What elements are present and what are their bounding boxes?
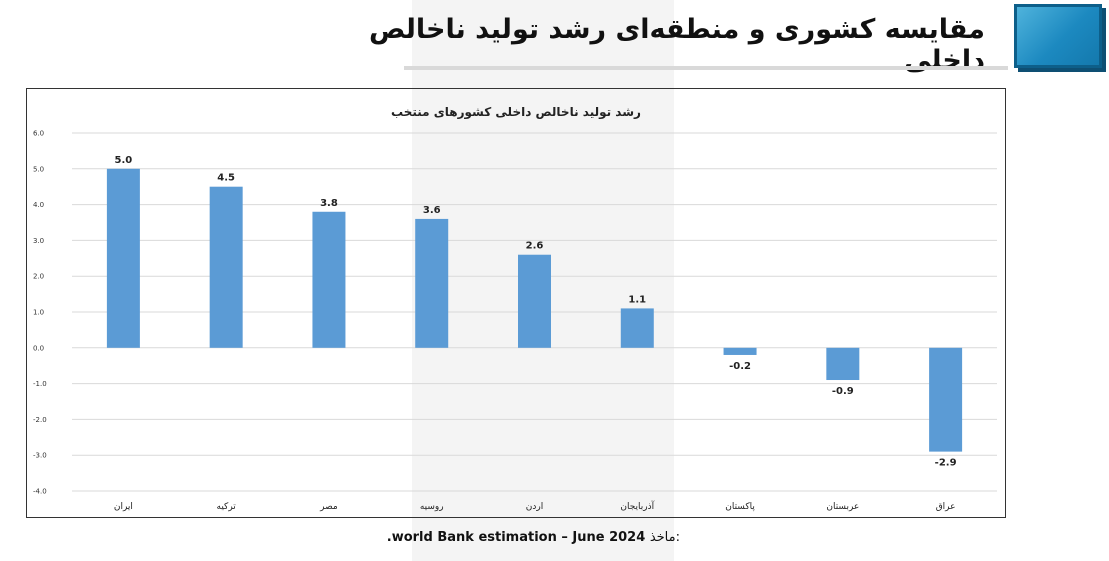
bar-9 — [929, 347, 963, 452]
bar-7 — [723, 347, 757, 355]
data-label: 3.8 — [320, 198, 338, 209]
y-tick-label: 5.0 — [33, 165, 44, 173]
category-label: عربستان — [826, 502, 859, 512]
y-tick-label: 1.0 — [33, 309, 44, 317]
y-tick-label: -1.0 — [33, 380, 47, 388]
category-label: ترکیه — [217, 502, 237, 512]
y-tick-label: -4.0 — [33, 488, 47, 496]
y-tick-label: 3.0 — [33, 237, 44, 245]
data-label: 5.0 — [115, 155, 133, 166]
chart-title: رشد تولید ناخالص داخلی کشورهای منتخب — [391, 105, 641, 120]
data-label: -2.9 — [935, 458, 957, 469]
category-label: عراق — [936, 502, 956, 512]
data-label: 3.6 — [423, 205, 441, 216]
category-label: پاکستان — [725, 502, 755, 512]
category-label: اردن — [526, 502, 543, 512]
bar-4 — [415, 218, 449, 348]
y-tick-label: 2.0 — [33, 273, 44, 281]
y-tick-label: 4.0 — [33, 201, 44, 209]
data-label: 4.5 — [217, 173, 235, 184]
category-label: ایران — [114, 502, 133, 512]
y-tick-label: 0.0 — [33, 344, 44, 352]
source-label: ماخذ: — [649, 530, 680, 545]
bar-8 — [826, 347, 860, 381]
category-label: روسیه — [420, 502, 444, 512]
decorative-accent-box — [1014, 4, 1102, 68]
bar-6 — [620, 308, 654, 348]
gdp-growth-bar-chart: رشد تولید ناخالص داخلی کشورهای منتخب -4.… — [33, 105, 997, 512]
bar-3 — [312, 211, 346, 348]
data-label: -0.2 — [729, 361, 751, 372]
data-label: 2.6 — [526, 241, 544, 252]
bars — [106, 168, 963, 452]
category-labels: ایران ترکیه مصر روسیه اردن آذربایجان پاکستان عر… — [114, 500, 956, 512]
data-labels: 5.0 4.5 3.8 3.6 2.6 1.1 -0.2 -0.9 -2.9 — [115, 155, 957, 469]
page-title: مقایسه کشوری و منطقه‌ای رشد تولید ناخالص… — [368, 14, 986, 76]
data-label: -0.9 — [832, 386, 854, 397]
chart-frame: رشد تولید ناخالص داخلی کشورهای منتخب -4.… — [26, 88, 1006, 518]
bar-2 — [209, 186, 243, 348]
y-tick-label: -3.0 — [33, 452, 47, 460]
y-tick-label: -2.0 — [33, 416, 47, 424]
y-axis-ticks: -4.0 -3.0 -2.0 -1.0 0.0 1.0 2.0 3.0 4.0 5.0 6.0 — [33, 130, 47, 496]
title-underline — [404, 66, 1008, 70]
category-label: آذربایجان — [620, 500, 654, 512]
y-tick-label: 6.0 — [33, 130, 44, 138]
bar-1 — [106, 168, 140, 348]
source-note: .world Bank estimation – June 2024 ماخذ: — [0, 530, 680, 545]
category-label: مصر — [319, 502, 338, 512]
bar-5 — [518, 254, 551, 348]
source-text: .world Bank estimation – June 2024 — [386, 530, 646, 545]
data-label: 1.1 — [628, 294, 646, 305]
